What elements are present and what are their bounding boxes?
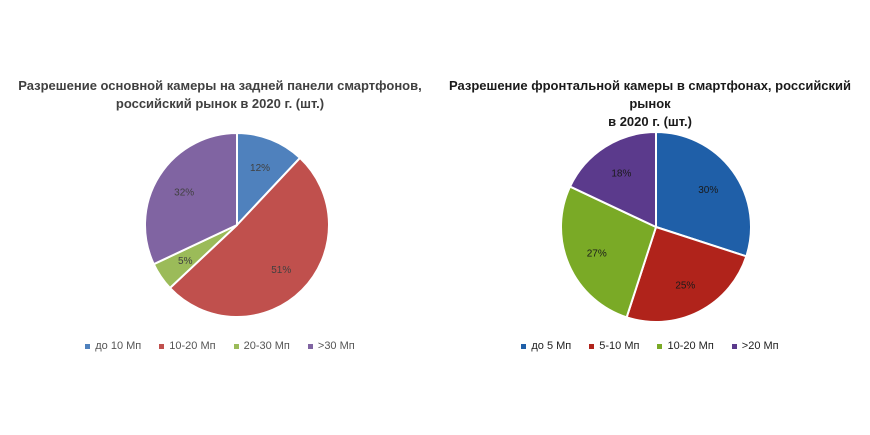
chart-title: Разрешение фронтальной камеры в смартфон… — [430, 77, 870, 131]
legend-swatch-icon — [85, 343, 91, 349]
chart-legend: до 5 Мп 5-10 Мп 10-20 Мп >20 Мп — [430, 340, 870, 352]
pie-slice — [236, 131, 302, 228]
chart-legend: до 10 Мп 10-20 Мп 20-30 Мп >30 Мп — [0, 340, 440, 352]
pie-slice — [168, 156, 330, 318]
slice-label: 18% — [611, 168, 631, 179]
title-line-2: в 2020 г. (шт.) — [608, 114, 692, 129]
legend-label: 10-20 Мп — [169, 340, 216, 352]
pie-chart: 12% 51% 5% 32% — [144, 131, 330, 318]
pie-slice — [560, 185, 658, 319]
legend-swatch-icon — [731, 343, 737, 349]
slice-label: 32% — [174, 187, 194, 198]
legend-item: 10-20 Мп — [657, 340, 714, 352]
legend-swatch-icon — [159, 343, 165, 349]
pie-chart: 30% 25% 27% 18% — [560, 130, 752, 323]
legend-label: 5-10 Мп — [599, 340, 640, 352]
legend-swatch-icon — [657, 343, 663, 349]
chart-title: Разрешение основной камеры на задней пан… — [0, 77, 440, 113]
legend-swatch-icon — [233, 343, 239, 349]
slice-label: 25% — [675, 281, 695, 292]
legend-item: 5-10 Мп — [589, 340, 639, 352]
rear-camera-chart: Разрешение основной камеры на задней пан… — [0, 77, 440, 352]
legend-label: до 10 Мп — [95, 340, 142, 352]
legend-item: >20 Мп — [731, 340, 779, 352]
pie-slice — [625, 225, 748, 323]
pie-slice — [568, 130, 657, 229]
pie-slice — [655, 130, 752, 258]
legend-item: до 10 Мп — [85, 340, 141, 352]
legend-item: 20-30 Мп — [233, 340, 290, 352]
title-line-2: российский рынок в 2020 г. (шт.) — [115, 96, 325, 111]
title-line-1: Разрешение основной камеры на задней пан… — [18, 78, 422, 93]
legend-label: 20-30 Мп — [243, 340, 290, 352]
legend-swatch-icon — [589, 343, 595, 349]
legend-item: 10-20 Мп — [159, 340, 216, 352]
slice-label: 51% — [271, 265, 291, 276]
legend-item: до 5 Мп — [521, 340, 571, 352]
title-line-1: Разрешение фронтальной камеры в смартфон… — [448, 78, 852, 111]
pie-slice — [144, 131, 238, 266]
legend-item: >30 Мп — [307, 340, 355, 352]
legend-label: >30 Мп — [317, 340, 355, 352]
legend-label: 10-20 Мп — [667, 340, 714, 352]
slice-label: 12% — [250, 163, 270, 174]
legend-label: до 5 Мп — [531, 340, 572, 352]
front-camera-chart: Разрешение фронтальной камеры в смартфон… — [430, 0, 870, 435]
legend-swatch-icon — [307, 343, 313, 349]
legend-label: >20 Мп — [741, 340, 779, 352]
slice-label: 27% — [587, 249, 607, 260]
slice-label: 5% — [178, 256, 193, 267]
legend-swatch-icon — [521, 343, 527, 349]
slice-label: 30% — [698, 185, 718, 196]
